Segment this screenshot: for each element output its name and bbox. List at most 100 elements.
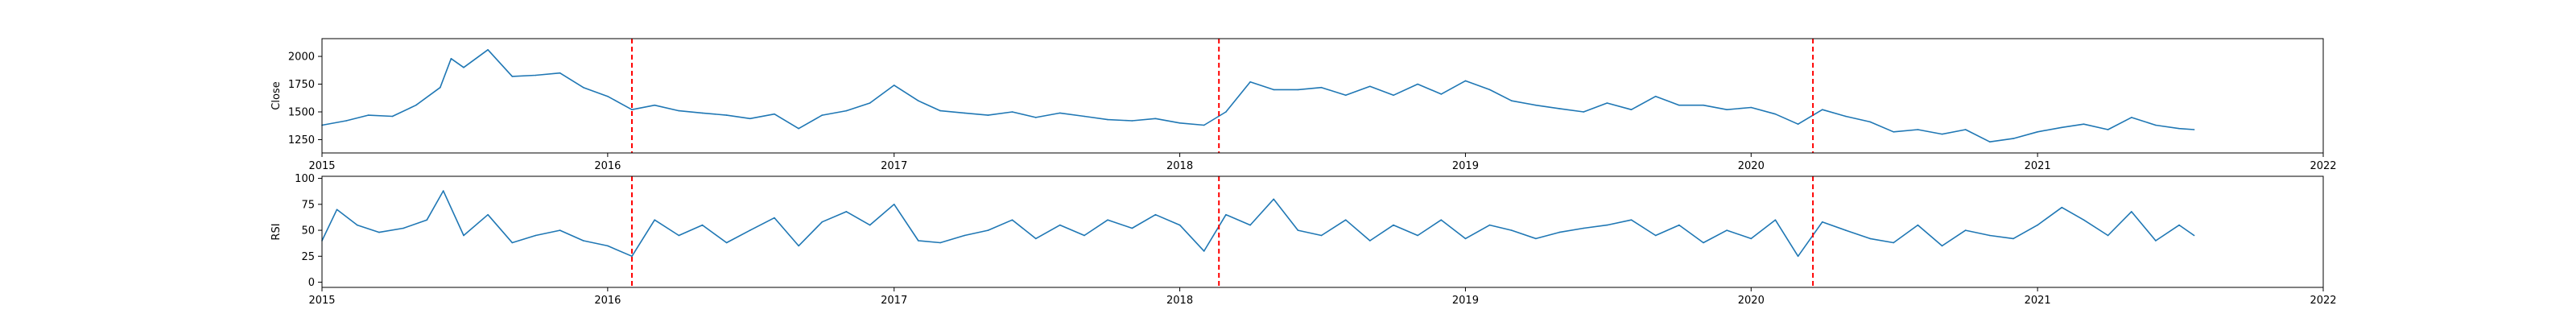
rsi-data-point — [1464, 237, 1467, 240]
rsi-data-point — [1583, 227, 1584, 229]
rsi-data-point — [1535, 237, 1537, 240]
rsi-data-point — [1917, 224, 1919, 226]
rsi-data-point — [1320, 234, 1323, 237]
rsi-data-point — [2178, 224, 2180, 226]
close-data-point — [1941, 133, 1943, 135]
rsi-data-point — [1393, 224, 1394, 226]
close-data-point — [535, 74, 537, 76]
close-data-point — [2083, 123, 2085, 125]
close-data-point — [1225, 111, 1227, 113]
close-data-point — [1417, 83, 1418, 85]
rsi-data-point — [1203, 250, 1205, 252]
close-data-point — [1249, 81, 1251, 83]
close-data-point — [559, 72, 561, 74]
close-data-point — [893, 85, 895, 86]
close-data-point — [2155, 124, 2157, 126]
close-data-point — [1464, 80, 1467, 82]
close-data-point — [1750, 106, 1752, 109]
rsi-data-point — [654, 219, 655, 221]
close-data-point — [1678, 104, 1680, 106]
close-data-point — [1964, 129, 1967, 130]
rsi-data-point — [631, 255, 633, 258]
close-data-point — [1845, 115, 1847, 118]
rsi-data-point — [2131, 211, 2132, 213]
close-data-point — [701, 112, 704, 114]
close-data-point — [1797, 123, 1799, 125]
close-data-point — [391, 115, 394, 118]
rsi-data-point — [336, 208, 338, 211]
rsi-data-point — [402, 227, 404, 229]
close-y-ticks: 1250 1500 1750 2000 — [288, 52, 322, 147]
rsi-y-tick-label: 25 — [301, 251, 315, 263]
close-data-point — [1989, 141, 1991, 142]
rsi-panel: 2015 2016 2017 2018 2019 2020 2021 2022 0 25 50 75… — [270, 173, 2337, 307]
rsi-data-point — [1726, 229, 1728, 231]
close-data-point — [1511, 100, 1513, 101]
rsi-data-point — [1845, 229, 1847, 231]
close-data-point — [1297, 89, 1299, 91]
rsi-data-point — [1989, 234, 1991, 237]
rsi-data-point — [1654, 234, 1657, 237]
close-data-point — [367, 114, 369, 116]
rsi-data-point — [1107, 219, 1108, 221]
rsi-data-point — [939, 242, 941, 244]
close-data-point — [1893, 131, 1894, 133]
rsi-x-tick-label: 2020 — [1738, 295, 1765, 307]
rsi-y-tick-label: 75 — [301, 199, 315, 211]
rsi-data-point — [2083, 219, 2085, 221]
close-data-point — [1344, 94, 1347, 97]
close-data-point — [1583, 111, 1584, 113]
rsi-data-point — [1440, 219, 1443, 221]
rsi-data-point — [1131, 227, 1133, 229]
rsi-y-tick-label: 100 — [295, 173, 315, 185]
rsi-data-point — [1273, 198, 1274, 200]
close-y-tick-label: 1250 — [288, 134, 315, 147]
close-data-point — [582, 86, 584, 89]
close-data-point — [2107, 129, 2109, 130]
rsi-data-point — [701, 224, 704, 226]
rsi-data-point — [798, 245, 799, 247]
rsi-data-point — [1225, 213, 1227, 216]
rsi-data-point — [426, 219, 428, 221]
close-data-point — [1822, 109, 1823, 110]
close-y-tick-label: 2000 — [288, 52, 315, 64]
rsi-ylabel: RSI — [270, 223, 283, 240]
rsi-data-point — [1869, 237, 1871, 240]
close-data-point — [2013, 138, 2014, 139]
close-data-point — [1273, 89, 1274, 91]
close-data-point — [987, 114, 989, 116]
close-data-point — [1011, 111, 1013, 113]
close-x-tick-label: 2016 — [594, 160, 621, 172]
rsi-data-point — [582, 240, 584, 242]
rsi-data-point — [2155, 240, 2157, 242]
close-data-point — [1440, 93, 1443, 95]
close-data-point — [1154, 118, 1157, 120]
rsi-data-point — [1822, 221, 1823, 223]
close-data-point — [1179, 122, 1181, 124]
close-price-panel: 2015 2016 2017 2018 2019 2020 2021 2022 1250 150… — [270, 38, 2337, 172]
close-data-point — [1654, 95, 1657, 97]
close-x-tick-label: 2017 — [881, 160, 907, 172]
rsi-data-point — [357, 224, 358, 226]
rsi-x-tick-label: 2016 — [594, 295, 621, 307]
rsi-data-point — [821, 221, 824, 223]
close-data-point — [1488, 89, 1491, 91]
rsi-data-point — [845, 211, 848, 213]
rsi-data-point — [535, 234, 537, 237]
close-data-point — [918, 100, 919, 101]
rsi-data-point — [1774, 219, 1777, 221]
close-data-point — [939, 109, 941, 112]
close-data-point — [869, 102, 871, 104]
close-data-point — [1535, 104, 1537, 106]
rsi-data-point — [559, 229, 561, 231]
close-data-point — [1703, 104, 1704, 106]
close-data-point — [631, 109, 633, 110]
rsi-data-point — [1154, 213, 1157, 216]
rsi-data-point — [1297, 229, 1299, 231]
close-x-tick-label: 2019 — [1452, 160, 1479, 172]
rsi-x-ticks: 2015 2016 2017 2018 2019 2020 2021 2022 — [308, 287, 2337, 307]
rsi-data-point — [1511, 229, 1513, 231]
close-data-point — [1726, 109, 1728, 110]
rsi-data-point — [1417, 234, 1418, 237]
close-data-point — [1606, 102, 1608, 104]
